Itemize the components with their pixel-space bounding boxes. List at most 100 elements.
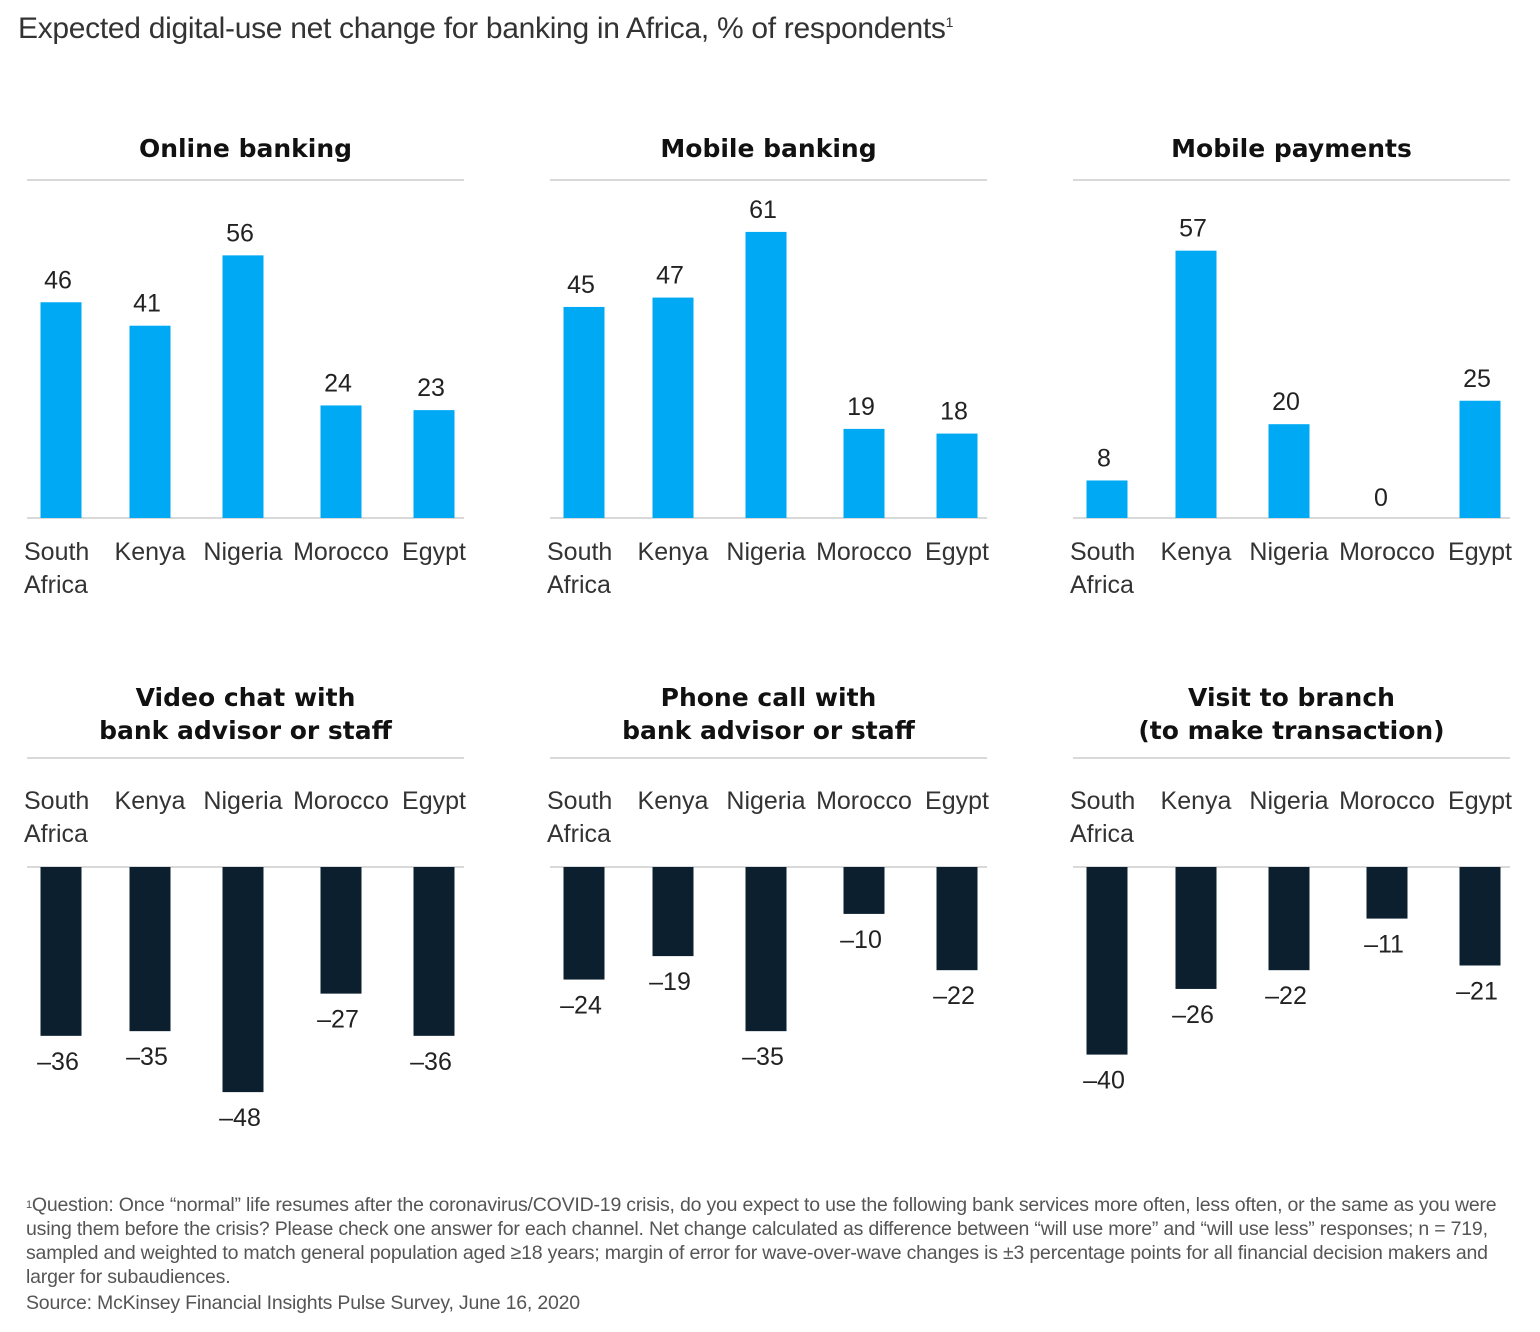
chart-title: Expected digital-use net change for bank…: [18, 12, 954, 45]
category-label: Africa: [24, 571, 88, 599]
category-label: South: [24, 538, 89, 566]
data-label: 8: [1097, 444, 1111, 472]
category-label: Egypt: [1448, 538, 1512, 566]
bar: [936, 433, 978, 518]
bar: [1459, 867, 1501, 966]
data-label: 61: [749, 196, 777, 224]
data-label: 45: [567, 271, 595, 299]
data-label: 56: [226, 219, 254, 247]
data-label: 25: [1463, 365, 1491, 393]
bar: [40, 867, 82, 1036]
bar: [745, 867, 787, 1032]
data-label: 57: [1179, 215, 1207, 243]
category-label: Kenya: [1161, 787, 1232, 815]
category-label: Morocco: [1339, 538, 1435, 566]
category-label: Egypt: [925, 787, 989, 815]
bar: [1459, 400, 1501, 518]
category-label: Nigeria: [1249, 538, 1328, 566]
category-label: Africa: [24, 820, 88, 848]
data-label: 24: [324, 369, 352, 397]
data-label: –22: [1265, 982, 1307, 1010]
bar: [222, 255, 264, 519]
footnote: 1Question: Once “normal” life resumes af…: [26, 1193, 1526, 1315]
panel-title: Mobile banking: [660, 134, 876, 163]
bar: [652, 867, 694, 957]
footnote-question: 1Question: Once “normal” life resumes af…: [26, 1193, 1526, 1289]
bar: [563, 867, 605, 980]
data-label: –10: [840, 926, 882, 954]
bar: [413, 867, 455, 1036]
bar: [843, 867, 885, 914]
data-label: –35: [742, 1043, 784, 1071]
bar: [1366, 867, 1408, 919]
panel-title: Mobile payments: [1171, 134, 1412, 163]
bar: [320, 867, 362, 994]
bar: [320, 405, 362, 518]
bar: [1268, 867, 1310, 971]
category-label: Morocco: [293, 538, 389, 566]
bar: [1268, 424, 1310, 518]
bar: [1086, 867, 1128, 1055]
data-label: –27: [317, 1006, 359, 1034]
category-label: Nigeria: [203, 787, 282, 815]
category-label: South: [1070, 787, 1135, 815]
category-label: Kenya: [1161, 538, 1232, 566]
data-label: –21: [1456, 977, 1498, 1005]
panel-title: Phone call with: [661, 683, 877, 712]
footnote-text: Question: Once “normal” life resumes aft…: [26, 1194, 1497, 1288]
bar: [1086, 480, 1128, 518]
panel-title: bank advisor or staff: [99, 716, 393, 745]
bar: [129, 325, 171, 518]
footnote-marker: 1: [26, 1199, 32, 1211]
category-label: Morocco: [1339, 787, 1435, 815]
category-label: Nigeria: [726, 787, 805, 815]
category-label: South: [547, 787, 612, 815]
bar: [222, 867, 264, 1093]
category-label: Kenya: [638, 538, 709, 566]
category-label: Egypt: [925, 538, 989, 566]
bar: [129, 867, 171, 1032]
category-label: Africa: [1070, 571, 1134, 599]
category-label: Morocco: [816, 787, 912, 815]
category-label: Kenya: [638, 787, 709, 815]
data-label: 18: [940, 398, 968, 426]
data-label: 41: [133, 290, 161, 318]
category-label: Egypt: [1448, 787, 1512, 815]
data-label: –24: [560, 992, 602, 1020]
bar: [1175, 250, 1217, 519]
category-label: Africa: [547, 571, 611, 599]
data-label: –40: [1083, 1067, 1125, 1095]
panel-title: Video chat with: [136, 683, 356, 712]
data-label: 19: [847, 393, 875, 421]
title-footnote-marker: 1: [945, 14, 954, 30]
panel-title: (to make transaction): [1138, 716, 1444, 745]
category-label: Africa: [1070, 820, 1134, 848]
data-label: 46: [44, 266, 72, 294]
data-label: –19: [649, 968, 691, 996]
category-label: Africa: [547, 820, 611, 848]
category-label: Kenya: [115, 787, 186, 815]
bar: [563, 306, 605, 518]
source-note: Source: McKinsey Financial Insights Puls…: [26, 1292, 580, 1314]
bar: [745, 231, 787, 518]
category-label: South: [1070, 538, 1135, 566]
data-label: 23: [417, 374, 445, 402]
category-label: Nigeria: [726, 538, 805, 566]
panel-title: bank advisor or staff: [622, 716, 916, 745]
data-label: –26: [1172, 1001, 1214, 1029]
category-label: Egypt: [402, 538, 466, 566]
bar: [936, 867, 978, 971]
data-label: 47: [656, 262, 684, 290]
bar: [843, 428, 885, 518]
category-label: Morocco: [293, 787, 389, 815]
bar: [652, 297, 694, 518]
bar: [40, 302, 82, 518]
data-label: –22: [933, 982, 975, 1010]
category-label: South: [547, 538, 612, 566]
category-label: Nigeria: [1249, 787, 1328, 815]
category-label: Morocco: [816, 538, 912, 566]
category-label: Nigeria: [203, 538, 282, 566]
data-label: 0: [1374, 484, 1388, 512]
bar: [413, 410, 455, 518]
data-label: –11: [1364, 931, 1404, 959]
